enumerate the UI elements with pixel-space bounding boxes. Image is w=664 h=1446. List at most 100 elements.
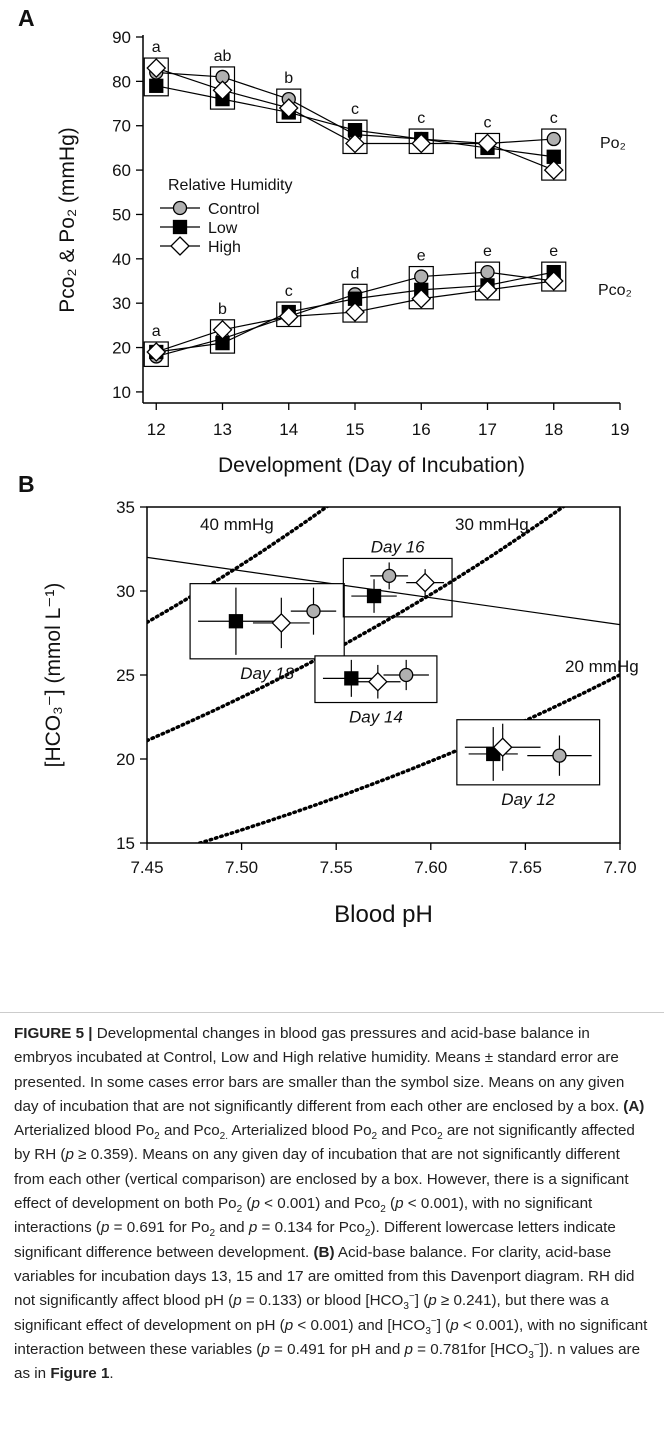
- y-tick-label: 20: [116, 750, 135, 769]
- letter: b: [284, 70, 293, 87]
- caption-text: and Pco: [377, 1122, 438, 1140]
- caption-text: p: [428, 1292, 437, 1310]
- caption-text: < 0.001) and Pco: [259, 1195, 381, 1213]
- caption-text: Developmental changes in blood gas press…: [14, 1025, 625, 1115]
- group-label: Day 14: [349, 708, 403, 727]
- caption-text: Acid-base balance. For clarity, acid-bas…: [14, 1243, 635, 1310]
- marker-diamond: [170, 236, 190, 256]
- caption-text: ] (: [414, 1292, 429, 1310]
- caption-text: = 0.691 for Po: [109, 1219, 210, 1237]
- caption-text: 2: [364, 1228, 371, 1240]
- y-tick-label: 15: [116, 834, 135, 853]
- group-box: [408, 265, 434, 310]
- group-box: [474, 132, 501, 159]
- isopleths: [147, 507, 620, 843]
- group-box: [474, 261, 501, 301]
- x-tick-label: 16: [412, 420, 431, 439]
- group-box: [209, 66, 236, 110]
- series-label: Po₂: [600, 135, 626, 152]
- isopleth-label: 20 mmHg: [565, 657, 639, 676]
- group-box: [408, 128, 434, 155]
- caption-text: p: [248, 1219, 258, 1237]
- caption-text: FIGURE 5 |: [14, 1025, 93, 1042]
- group-box: [143, 341, 169, 368]
- caption-text: < 0.001) and [HCO: [293, 1316, 426, 1334]
- caption-text: ≥ 0.241), but there was a significant ef…: [14, 1292, 609, 1334]
- caption-text: p: [261, 1340, 270, 1358]
- panel-label: B: [18, 471, 35, 497]
- letter: c: [417, 110, 425, 127]
- letter: ab: [214, 48, 232, 65]
- caption-text: and Pco: [159, 1122, 220, 1140]
- x-tick-label: 15: [346, 420, 365, 439]
- isopleth: [147, 507, 330, 625]
- caption-text: (: [242, 1195, 252, 1213]
- marker-diamond: [212, 80, 233, 101]
- separator: [0, 1012, 664, 1013]
- letter: a: [152, 323, 161, 340]
- x-tick-label: 17: [478, 420, 497, 439]
- caption-text: 2: [209, 1228, 216, 1240]
- marker-square: [366, 588, 382, 604]
- y-tick-label: 20: [112, 339, 131, 358]
- x-tick-label: 7.70: [603, 858, 636, 877]
- x-tick-label: 7.45: [130, 858, 163, 877]
- y-axis-label: Pco₂ & Po₂ (mmHg): [56, 127, 79, 313]
- caption-text: 3: [403, 1301, 409, 1313]
- caption-text: < 0.001), with no significant interactio…: [14, 1195, 593, 1237]
- caption-text: p: [395, 1195, 404, 1213]
- caption-text: p: [233, 1292, 242, 1310]
- caption-text: 3: [425, 1325, 431, 1337]
- caption-text: 3: [528, 1349, 534, 1361]
- caption-text: p: [404, 1340, 413, 1358]
- group-label: Day 12: [501, 790, 555, 809]
- caption-text: ]). n values are as in: [14, 1340, 641, 1383]
- y-tick-label: 30: [116, 582, 135, 601]
- caption-text: Arterialized blood Po: [228, 1122, 372, 1140]
- marker-diamond: [411, 288, 432, 309]
- group-box: [541, 128, 567, 181]
- y-tick-label: 10: [112, 383, 131, 402]
- marker-circle: [306, 604, 321, 619]
- y-tick-label: 30: [112, 294, 131, 313]
- legend-title: Relative Humidity: [168, 177, 292, 194]
- caption-text: ] (: [436, 1316, 451, 1334]
- letter: b: [218, 301, 227, 318]
- caption-text: p: [284, 1316, 294, 1334]
- legend-label: Low: [208, 220, 238, 237]
- x-tick-label: 13: [213, 420, 232, 439]
- group-box: [276, 301, 302, 328]
- caption-text: ). Different lowercase letters indicate …: [14, 1219, 616, 1261]
- marker-diamond: [345, 133, 365, 154]
- group-box: [143, 57, 169, 97]
- y-tick-label: 50: [112, 205, 131, 224]
- y-tick-label: 80: [112, 72, 131, 91]
- buffer-line: [146, 556, 621, 626]
- x-axis-label: Development (Day of Incubation): [218, 454, 525, 477]
- caption-text: .: [109, 1365, 114, 1383]
- marker-circle: [399, 667, 414, 683]
- y-tick-label: 90: [112, 28, 131, 47]
- x-tick-label: 7.60: [414, 858, 447, 877]
- marker-diamond: [212, 319, 233, 340]
- letter: e: [417, 248, 426, 265]
- caption-text: 2: [236, 1204, 243, 1216]
- y-axis-label: [HCO₃⁻] (mmol L⁻¹): [42, 583, 65, 768]
- group-box: [342, 557, 453, 618]
- marker-diamond: [477, 279, 498, 300]
- marker-diamond: [543, 271, 564, 291]
- caption-text: −: [533, 1339, 540, 1351]
- group-box: [209, 319, 236, 354]
- caption-text: p: [65, 1146, 74, 1164]
- y-tick-label: 60: [112, 161, 131, 180]
- x-tick-label: 7.65: [509, 858, 542, 877]
- caption-text: (: [385, 1195, 396, 1213]
- marker-circle: [546, 131, 561, 147]
- caption-text: 2.: [219, 1131, 229, 1143]
- marker-square: [228, 614, 244, 629]
- caption-text: and: [215, 1219, 249, 1237]
- caption-text: p: [450, 1316, 459, 1334]
- letter: c: [550, 110, 558, 127]
- marker-diamond: [411, 133, 432, 154]
- marker-diamond: [367, 671, 388, 692]
